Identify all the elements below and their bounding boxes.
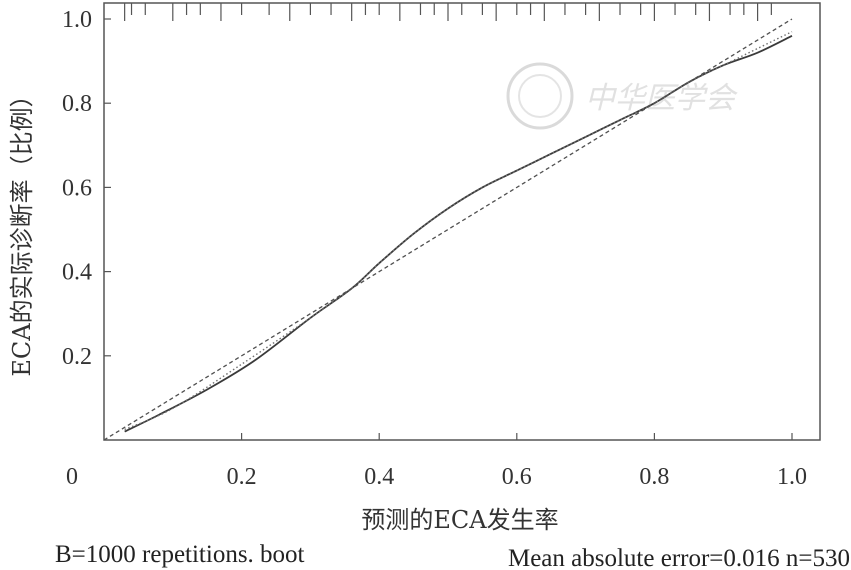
watermark-seal-inner — [518, 74, 562, 118]
y-axis-title: ECA的实际诊断率（比例） — [8, 83, 36, 376]
x-tick-label: 0 — [66, 464, 78, 490]
series-line-solid — [124, 35, 793, 433]
x-tick-label: 0.4 — [364, 464, 394, 490]
x-tick-label: 0.2 — [227, 464, 257, 490]
x-tick-label: 1.0 — [777, 464, 807, 490]
y-tick-label: 0.8 — [62, 91, 92, 117]
footer-left-note: B=1000 repetitions. boot — [55, 541, 305, 568]
ticks: 0 0.2 0.4 0.6 0.8 1.0 0.2 0.4 0.6 0.8 1.0 — [62, 7, 807, 490]
y-tick-label: 1.0 — [62, 7, 92, 33]
x-tick-label: 0.6 — [502, 464, 532, 490]
series-group — [103, 18, 793, 441]
footer-right-note: Mean absolute error=0.016 n=530 — [508, 545, 850, 570]
y-tick-label: 0.2 — [62, 344, 92, 370]
plot-frame — [103, 2, 821, 441]
x-tick-label: 0.8 — [639, 464, 669, 490]
watermark-seal-icon — [506, 62, 574, 130]
y-tick-label: 0.6 — [62, 175, 92, 201]
y-tick-label: 0.4 — [62, 260, 92, 286]
rug-marks — [124, 3, 772, 21]
x-axis-title: 预测的ECA发生率 — [361, 506, 558, 534]
series-line-dashed — [103, 18, 793, 441]
